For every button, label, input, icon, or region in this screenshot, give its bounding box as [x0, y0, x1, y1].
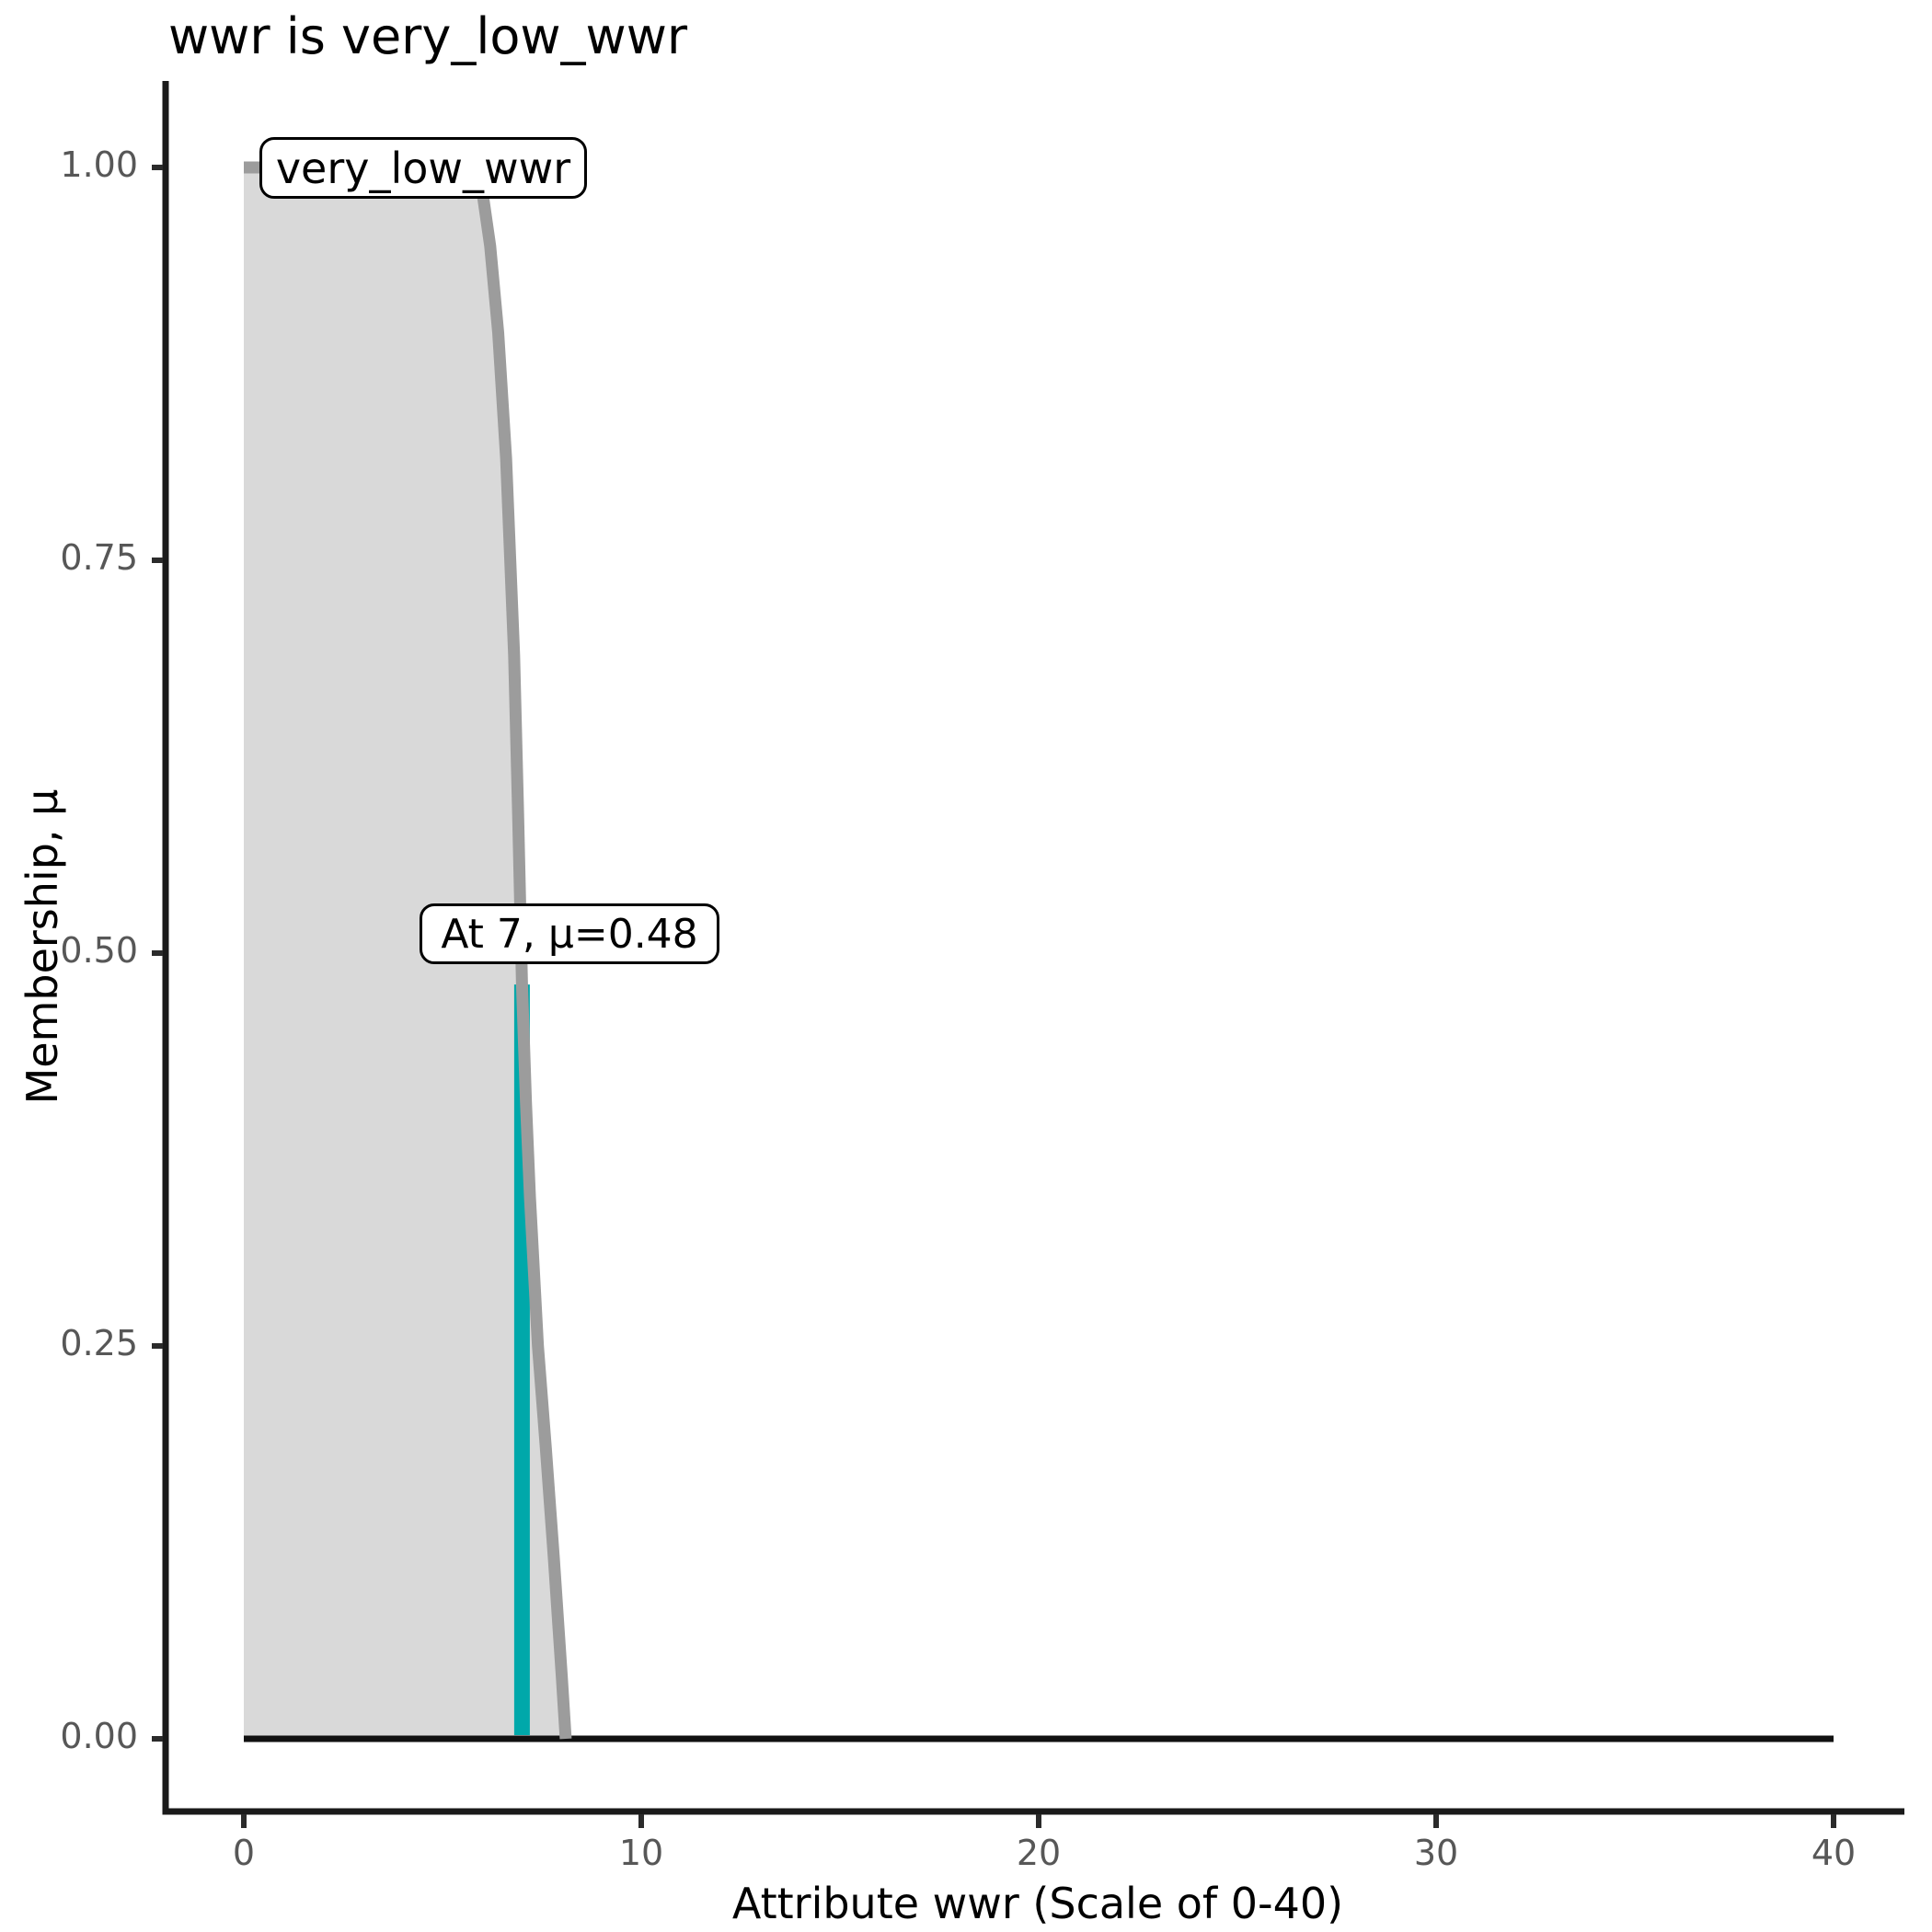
chart-title: wwr is very_low_wwr: [168, 7, 688, 65]
axis-tick-marks: [152, 165, 1836, 1828]
x-tick-label: 30: [1413, 1833, 1459, 1873]
y-tick-label: 1.00: [60, 144, 138, 185]
membership-area: [244, 167, 566, 1739]
x-tick-label: 0: [232, 1833, 256, 1873]
membership-curve: [244, 161, 572, 1740]
x-tick-label: 10: [618, 1833, 664, 1873]
membership-term-label: very_low_wwr: [259, 137, 587, 199]
y-tick-label: 0.50: [60, 930, 138, 971]
x-tick-label: 40: [1811, 1833, 1857, 1873]
y-tick-label: 0.75: [60, 537, 138, 578]
membership-value-label: At 7, μ=0.48: [420, 903, 719, 964]
y-tick-label: 0.25: [60, 1323, 138, 1363]
x-axis-title: Attribute wwr (Scale of 0-40): [731, 1879, 1344, 1928]
x-tick-label: 20: [1016, 1833, 1062, 1873]
y-tick-label: 0.00: [60, 1716, 138, 1756]
